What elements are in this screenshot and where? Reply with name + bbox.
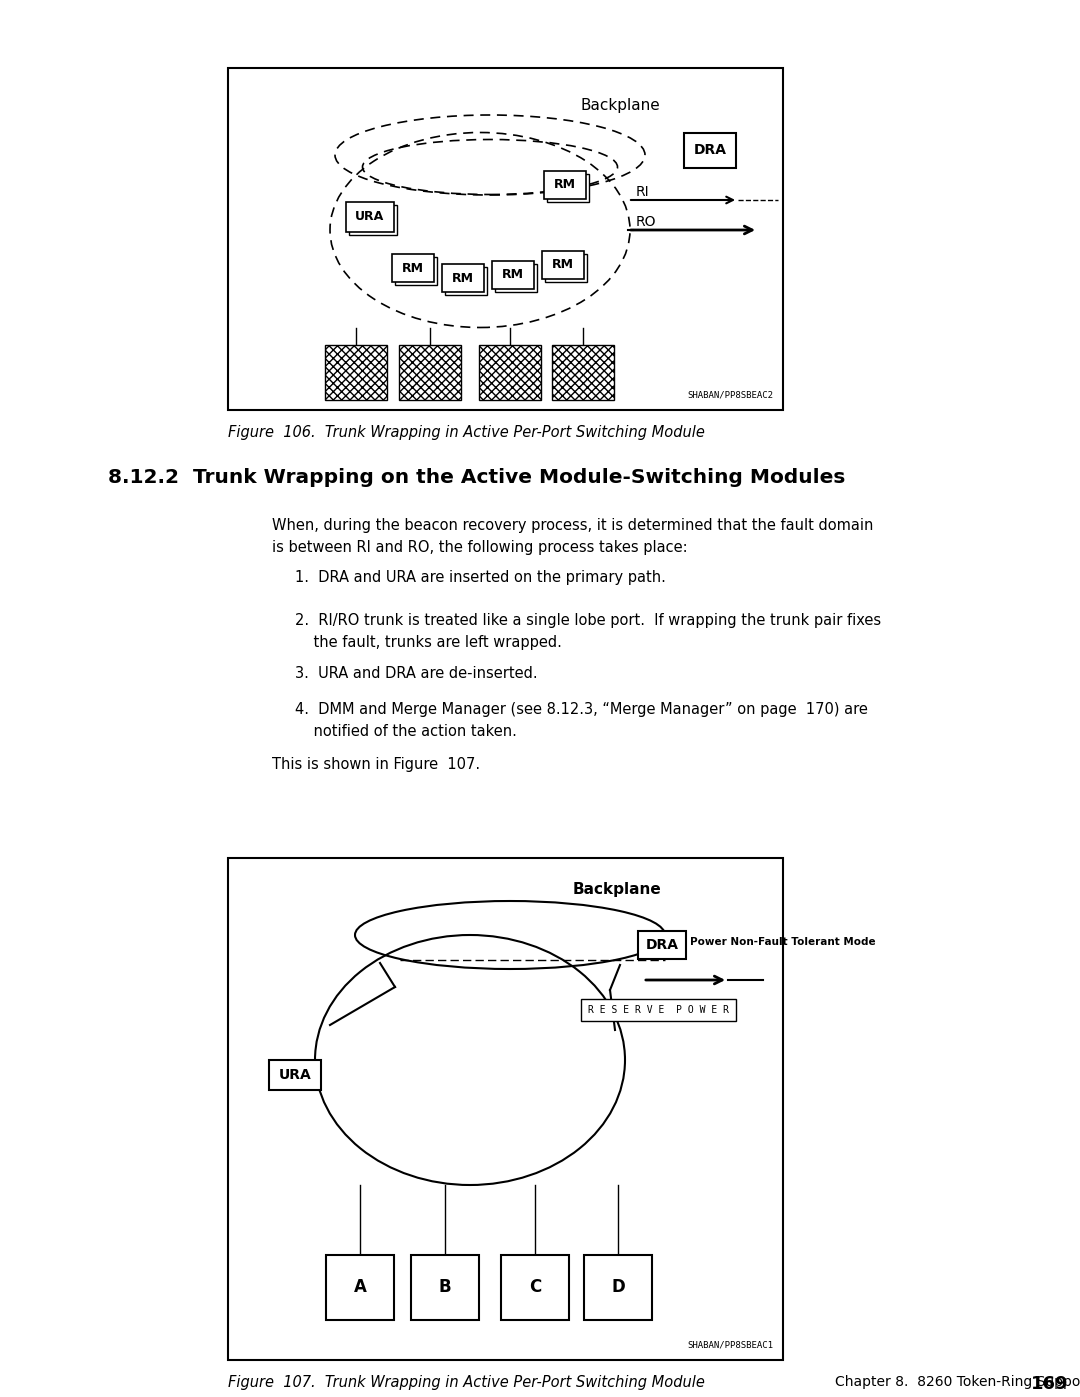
Bar xyxy=(349,205,397,235)
Bar xyxy=(399,345,461,400)
Text: Backplane: Backplane xyxy=(572,882,661,897)
Text: RM: RM xyxy=(554,179,576,191)
Bar xyxy=(684,133,735,168)
Text: URA: URA xyxy=(355,211,384,224)
Bar xyxy=(228,858,783,1361)
Bar xyxy=(584,1255,652,1320)
Bar xyxy=(395,257,437,285)
Text: This is shown in Figure  107.: This is shown in Figure 107. xyxy=(272,757,481,773)
Text: Figure  106.  Trunk Wrapping in Active Per-Port Switching Module: Figure 106. Trunk Wrapping in Active Per… xyxy=(228,425,705,440)
Bar xyxy=(638,930,686,958)
Text: is between RI and RO, the following process takes place:: is between RI and RO, the following proc… xyxy=(272,541,688,555)
Bar xyxy=(325,345,387,400)
Bar xyxy=(392,254,434,282)
Text: RI: RI xyxy=(636,184,650,198)
Bar xyxy=(346,203,394,232)
Text: Backplane: Backplane xyxy=(580,98,660,113)
Text: 2.  RI/RO trunk is treated like a single lobe port.  If wrapping the trunk pair : 2. RI/RO trunk is treated like a single … xyxy=(295,613,881,629)
Bar xyxy=(546,175,589,203)
Text: SHABAN/PP8SBEAC2: SHABAN/PP8SBEAC2 xyxy=(687,391,773,400)
Text: notified of the action taken.: notified of the action taken. xyxy=(295,724,517,739)
Bar xyxy=(445,267,487,295)
Bar xyxy=(269,1060,321,1090)
Text: URA: URA xyxy=(279,1067,311,1083)
Text: RO: RO xyxy=(636,215,657,229)
Bar xyxy=(552,345,615,400)
Bar xyxy=(542,251,584,279)
Text: Figure  107.  Trunk Wrapping in Active Per-Port Switching Module: Figure 107. Trunk Wrapping in Active Per… xyxy=(228,1375,705,1390)
Bar xyxy=(442,264,484,292)
Text: Chapter 8.  8260 Token-Ring Support: Chapter 8. 8260 Token-Ring Support xyxy=(835,1375,1080,1389)
Bar xyxy=(492,261,534,289)
Text: RM: RM xyxy=(453,271,474,285)
Text: Power Non-Fault Tolerant Mode: Power Non-Fault Tolerant Mode xyxy=(690,937,876,947)
Text: RM: RM xyxy=(502,268,524,282)
Text: 3.  URA and DRA are de-inserted.: 3. URA and DRA are de-inserted. xyxy=(295,666,538,680)
Text: RM: RM xyxy=(552,258,573,271)
Text: the fault, trunks are left wrapped.: the fault, trunks are left wrapped. xyxy=(295,636,562,650)
Text: 1.  DRA and URA are inserted on the primary path.: 1. DRA and URA are inserted on the prima… xyxy=(295,570,666,585)
Bar xyxy=(411,1255,480,1320)
Bar xyxy=(501,1255,569,1320)
Bar xyxy=(228,68,783,409)
Bar xyxy=(581,999,735,1021)
Text: DRA: DRA xyxy=(693,142,727,156)
Text: C: C xyxy=(529,1278,541,1296)
Bar xyxy=(326,1255,394,1320)
Text: SHABAN/PP8SBEAC1: SHABAN/PP8SBEAC1 xyxy=(687,1341,773,1350)
Bar xyxy=(544,170,586,198)
Bar xyxy=(545,254,588,282)
Text: 8.12.2  Trunk Wrapping on the Active Module-Switching Modules: 8.12.2 Trunk Wrapping on the Active Modu… xyxy=(108,468,846,488)
Text: When, during the beacon recovery process, it is determined that the fault domain: When, during the beacon recovery process… xyxy=(272,518,874,534)
Text: DRA: DRA xyxy=(646,937,678,951)
Text: 169: 169 xyxy=(1031,1375,1069,1393)
Text: A: A xyxy=(353,1278,366,1296)
Text: RM: RM xyxy=(402,261,424,274)
Bar xyxy=(480,345,541,400)
Text: 4.  DMM and Merge Manager (see 8.12.3, “Merge Manager” on page  170) are: 4. DMM and Merge Manager (see 8.12.3, “M… xyxy=(295,703,868,717)
Bar xyxy=(495,264,537,292)
Text: D: D xyxy=(611,1278,625,1296)
Text: R E S E R V E  P O W E R: R E S E R V E P O W E R xyxy=(588,1004,729,1016)
Text: B: B xyxy=(438,1278,451,1296)
